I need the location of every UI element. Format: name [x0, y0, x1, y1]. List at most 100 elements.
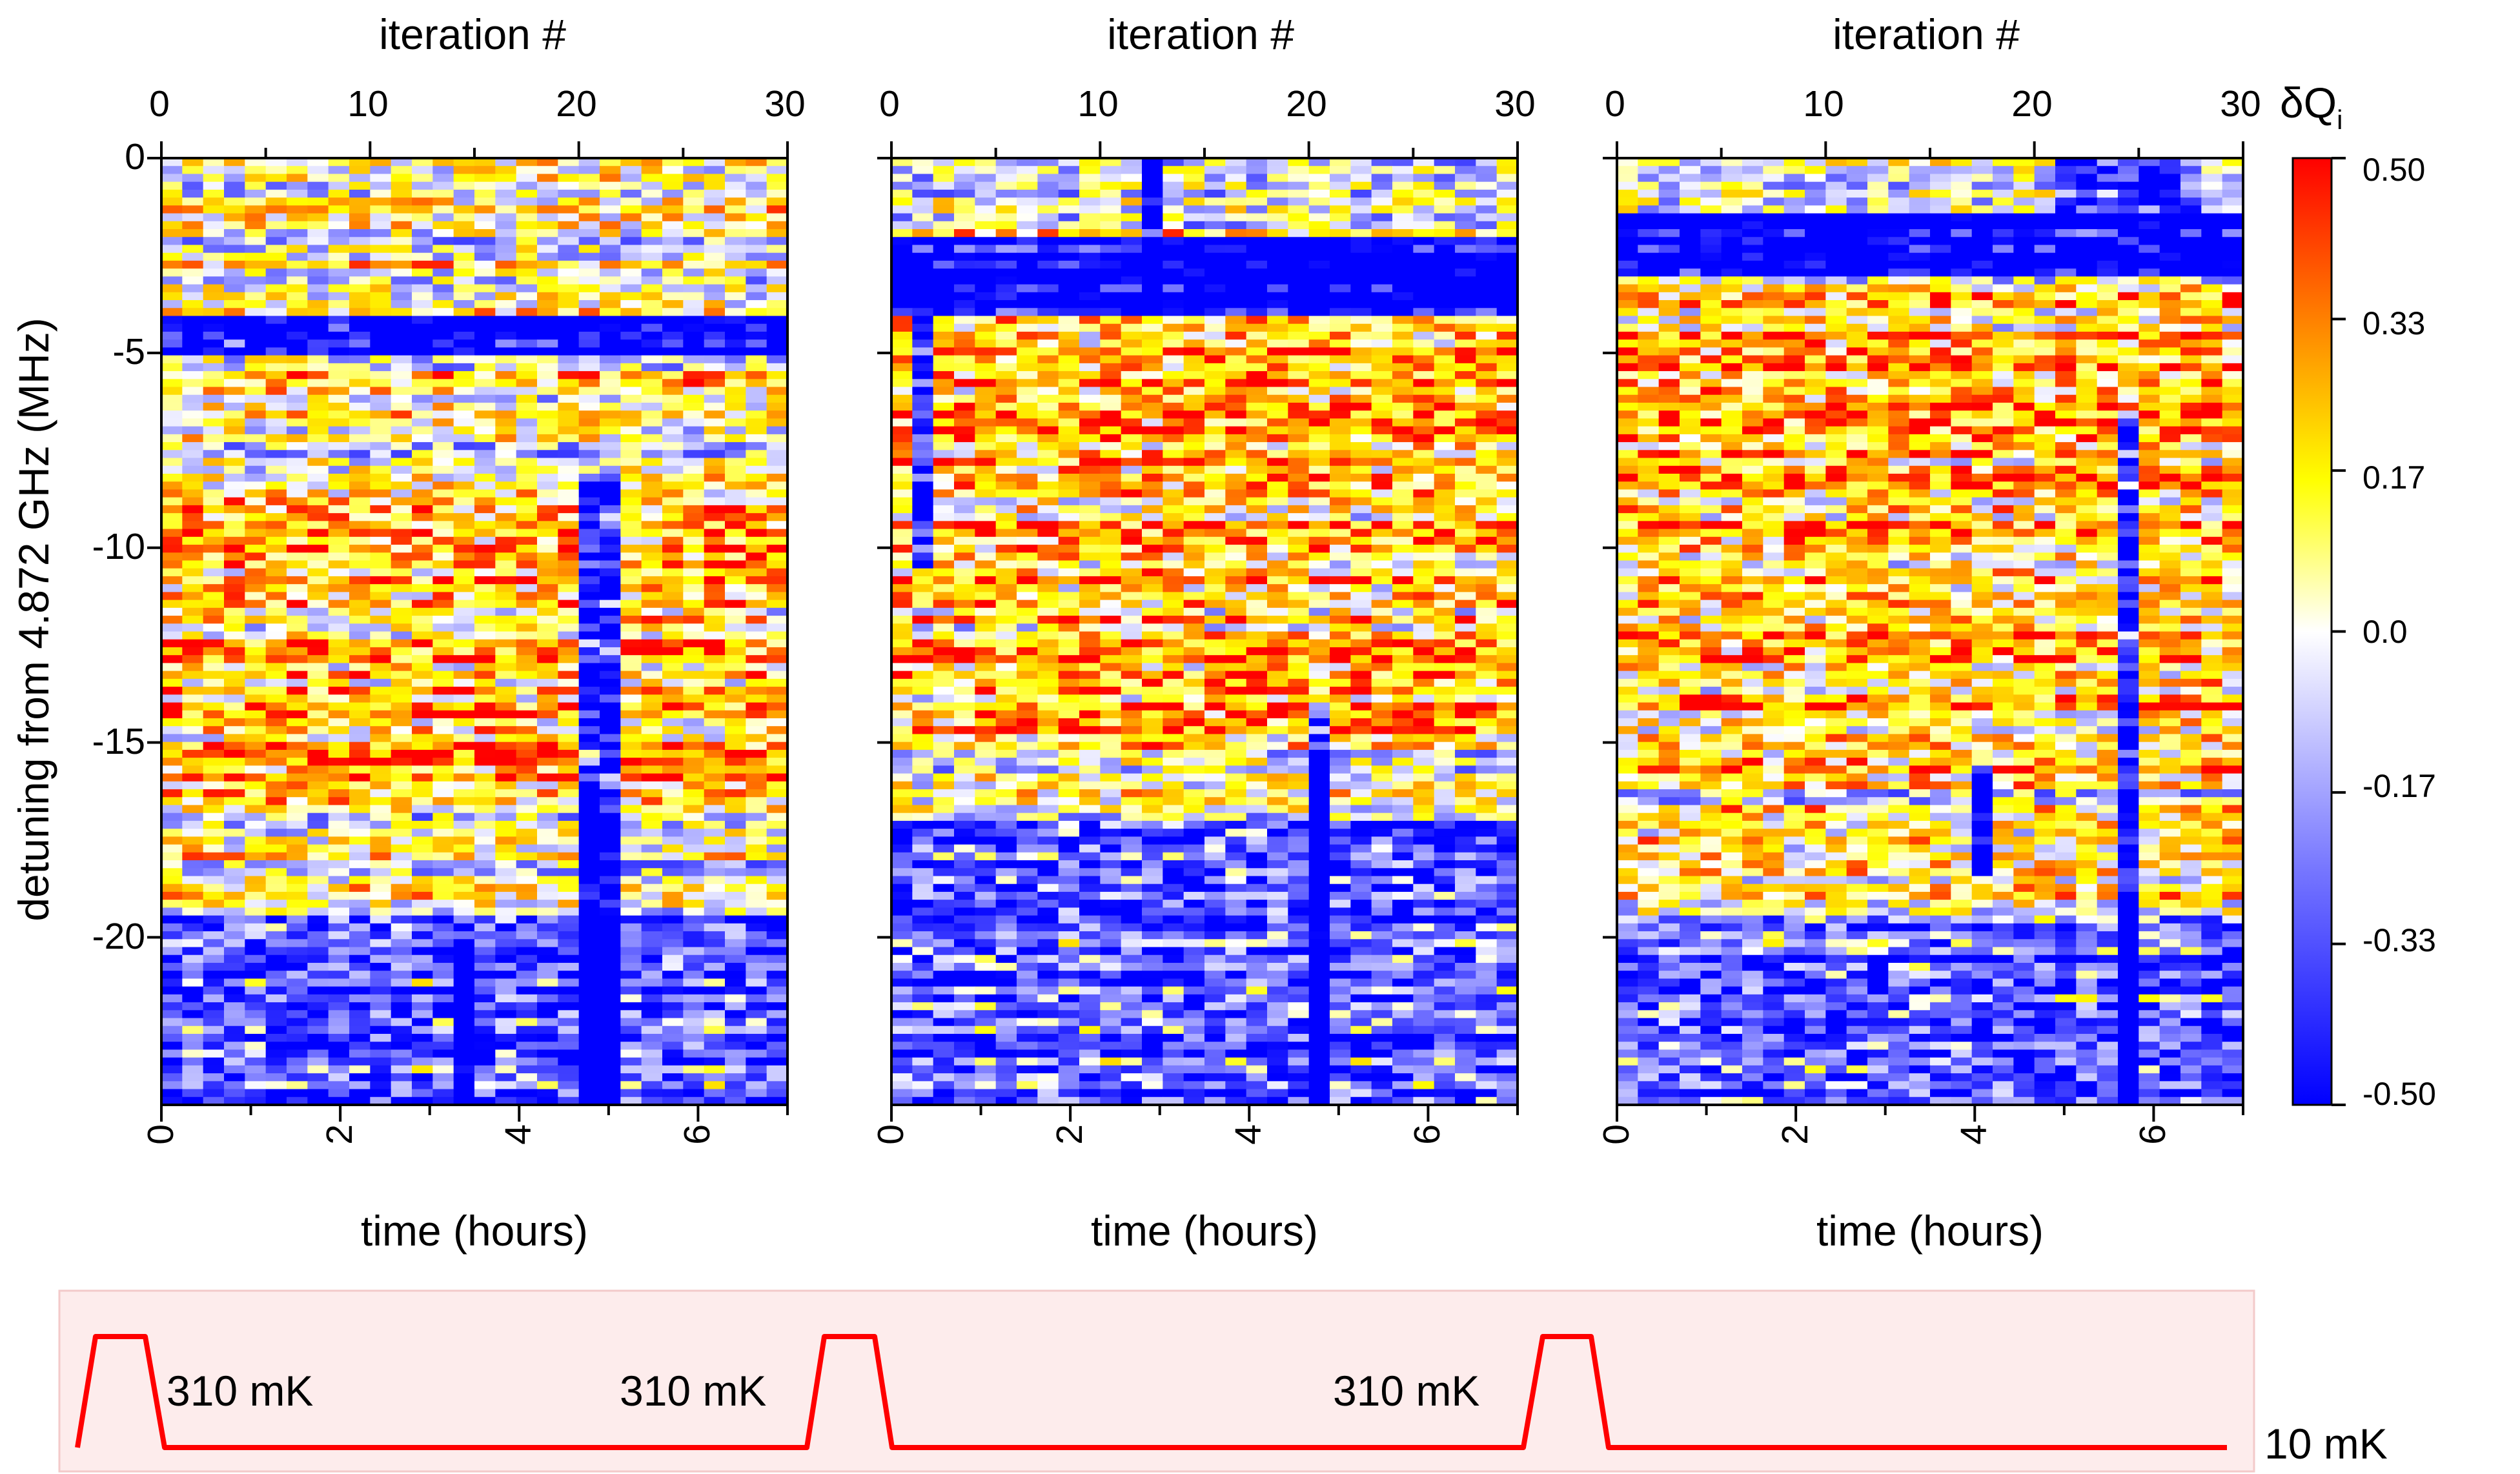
heatmap-cell [662, 1033, 684, 1042]
heatmap-cell [432, 245, 454, 254]
heatmap-cell [265, 426, 287, 435]
heatmap-cell [349, 883, 371, 893]
heatmap-cell [370, 237, 392, 246]
heatmap-cell [203, 323, 225, 332]
heatmap-cell [1267, 158, 1288, 167]
heatmap-cell [370, 600, 392, 609]
heatmap-cell [620, 891, 642, 900]
heatmap-cell [1392, 426, 1414, 435]
heatmap-cell [432, 584, 454, 592]
heatmap-cell [1037, 323, 1059, 332]
heatmap-cell [1058, 410, 1080, 419]
heatmap-cell [558, 994, 580, 1003]
heatmap-cell [600, 773, 621, 782]
heatmap-cell [1204, 213, 1226, 222]
heatmap-cell [558, 584, 580, 592]
heatmap-cell [495, 1057, 517, 1066]
heatmap-cell [725, 323, 746, 332]
heatmap-cell [1308, 158, 1330, 167]
heatmap-cell [766, 442, 788, 450]
heatmap-cell [1142, 426, 1163, 435]
heatmap-cell [412, 505, 433, 514]
heatmap-cell [287, 718, 308, 727]
heatmap-cell [328, 481, 350, 490]
heatmap-cell [161, 907, 183, 916]
heatmap-cell [1350, 245, 1372, 254]
top-tick-label-10-middle: 10 [1077, 83, 1118, 125]
heatmap-cell [891, 402, 913, 411]
heatmap-cell [600, 505, 621, 514]
heatmap-cell [1017, 450, 1038, 459]
heatmap-cell [746, 971, 767, 979]
heatmap-cell [287, 308, 308, 317]
heatmap-cell [224, 474, 245, 482]
heatmap-cell [328, 442, 350, 450]
heatmap-cell [537, 552, 558, 561]
heatmap-cell [620, 852, 642, 861]
heatmap-cell [1267, 205, 1288, 214]
heatmap-cell [558, 458, 580, 467]
heatmap-cell [1225, 442, 1247, 450]
heatmap-cell [245, 418, 267, 427]
heatmap-cell [265, 1049, 287, 1058]
heatmap-cell [1455, 300, 1476, 308]
heatmap-cell [412, 308, 433, 317]
heatmap-cell [224, 545, 245, 553]
heatmap-cell [1183, 158, 1205, 167]
heatmap-cell [245, 765, 267, 774]
heatmap-cell [453, 474, 475, 482]
heatmap-cell [412, 954, 433, 964]
heatmap-cell [662, 1096, 684, 1106]
heatmap-cell [766, 876, 788, 885]
heatmap-cell [307, 915, 329, 924]
heatmap-cell [307, 631, 329, 640]
heatmap-cell [265, 600, 287, 609]
heatmap-cell [307, 576, 329, 585]
heatmap-cell [1079, 442, 1101, 450]
heatmap-cell [224, 189, 245, 198]
heatmap-cell [265, 655, 287, 663]
heatmap-cell [370, 260, 392, 269]
heatmap-cell [954, 347, 975, 356]
heatmap-cell [1037, 394, 1059, 403]
heatmap-cell [641, 1033, 663, 1042]
heatmap-cell [1434, 166, 1456, 175]
heatmap-cell [766, 1033, 788, 1042]
heatmap-cell [662, 371, 684, 379]
heatmap-cell [537, 513, 558, 521]
heatmap-cell [766, 355, 788, 364]
heatmap-cell [954, 474, 975, 482]
heatmap-cell [620, 758, 642, 766]
heatmap-cell [1058, 237, 1080, 246]
heatmap-cell [182, 189, 204, 198]
heatmap-cell [432, 876, 454, 885]
heatmap-cell [224, 765, 245, 774]
heatmap-cell [641, 323, 663, 332]
heatmap-cell [328, 560, 350, 569]
heatmap-cell [537, 584, 558, 592]
heatmap-cell [600, 749, 621, 758]
heatmap-cell [370, 568, 392, 577]
heatmap-cell [453, 623, 475, 632]
heatmap-cell [349, 962, 371, 971]
heatmap-cell [641, 671, 663, 680]
heatmap-cell [766, 694, 788, 703]
heatmap-cell [370, 915, 392, 924]
heatmap-cell [161, 671, 183, 680]
heatmap-cell [265, 923, 287, 932]
heatmap-cell [1413, 292, 1435, 301]
heatmap-cell [495, 773, 517, 782]
heatmap-cell [203, 521, 225, 530]
heatmap-cell [412, 284, 433, 293]
heatmap-cell [265, 300, 287, 308]
heatmap-cell [641, 600, 663, 609]
heatmap-cell [474, 844, 496, 853]
heatmap-cell [265, 213, 287, 222]
heatmap-cell [474, 600, 496, 609]
heatmap-cell [161, 986, 183, 995]
heatmap-cell [578, 742, 600, 751]
heatmap-cell [287, 616, 308, 624]
heatmap-cell [474, 773, 496, 782]
heatmap-cell [975, 426, 997, 435]
heatmap-cell [1079, 489, 1101, 498]
